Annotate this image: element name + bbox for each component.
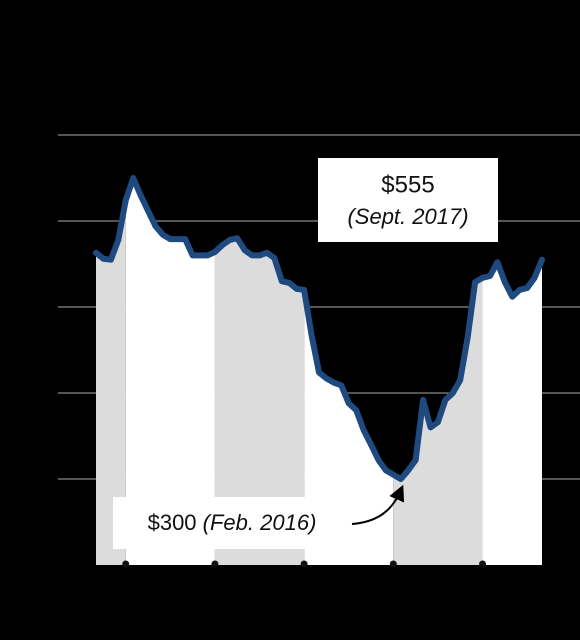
x-tick [122, 560, 130, 568]
annotation-detail: (Sept. 2017) [347, 204, 468, 229]
annotation-text: $300 [148, 510, 197, 535]
annotation-arrow [351, 484, 405, 525]
annotation-box [113, 497, 351, 549]
x-tick [389, 560, 397, 568]
x-tick [211, 560, 219, 568]
annotation-min: $300 (Feb. 2016) [113, 484, 405, 549]
annotation-text: $555 [381, 171, 434, 198]
annotation-max: $555 (Sept. 2017) [318, 158, 498, 242]
line [93, 175, 545, 482]
annotation-box [318, 158, 498, 242]
annotation-label: $300 (Feb. 2016) [148, 510, 317, 535]
plot [93, 175, 545, 568]
x-tick [479, 560, 487, 568]
annotation-detail: (Feb. 2016) [203, 510, 317, 535]
x-tick [300, 560, 308, 568]
